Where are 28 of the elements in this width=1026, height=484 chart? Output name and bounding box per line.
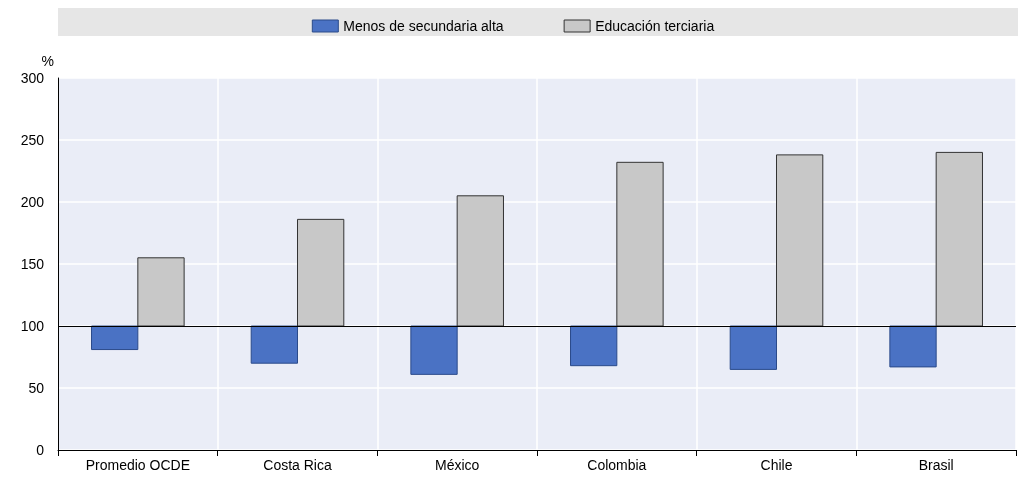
bar [570, 325, 618, 367]
bar [297, 218, 345, 327]
bar [456, 195, 504, 327]
y-tick-label: 50 [28, 380, 45, 396]
bar [776, 154, 824, 327]
bar [91, 325, 139, 351]
x-tick-label: México [434, 457, 480, 473]
x-tick-label: Promedio OCDE [85, 457, 190, 473]
bar [616, 161, 664, 327]
y-axis-title: % [41, 53, 54, 69]
y-tick-label: 250 [20, 132, 45, 148]
x-tick-label: Costa Rica [263, 457, 332, 473]
y-tick-label: 150 [20, 256, 45, 272]
y-tick-label: 0 [36, 442, 45, 458]
x-tick-label: Colombia [587, 457, 647, 473]
bar [935, 151, 983, 327]
bar [729, 325, 777, 370]
bar [410, 325, 458, 375]
y-tick-label: 300 [20, 70, 45, 86]
x-tick-label: Chile [760, 457, 793, 473]
bar [889, 325, 937, 368]
y-tick-label: 200 [20, 194, 45, 210]
bar [137, 257, 185, 327]
bar [250, 325, 298, 364]
legend-label: Menos de secundaria alta [343, 18, 504, 34]
legend-label: Educación terciaria [595, 18, 715, 34]
y-tick-label: 100 [20, 318, 45, 334]
x-tick-label: Brasil [918, 457, 954, 473]
